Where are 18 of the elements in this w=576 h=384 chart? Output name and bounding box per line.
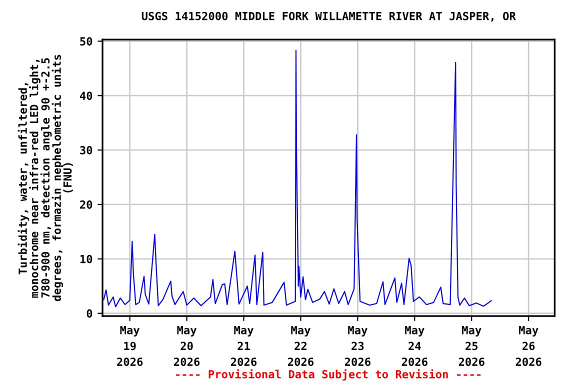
x-tick-label: May 19 2026 [117,326,143,366]
line-series [103,50,492,308]
y-tick-label: 30 [80,146,92,154]
x-tick-label: May 22 2026 [288,326,314,366]
y-tick-label: 0 [86,309,92,318]
x-tick-label: May 24 2026 [402,326,428,366]
x-tick-label: May 25 2026 [458,326,484,366]
y-tick-label: 20 [80,200,92,209]
y-tick-label: 50 [80,37,92,46]
y-tick-label: 10 [80,254,92,264]
chart-title: USGS 14152000 MIDDLE FORK WILLAMETTE RIVER AT JASPER, OR [142,12,516,22]
x-tick-label: May 20 2026 [174,326,200,366]
x-tick-label: May 26 2026 [516,326,542,366]
text: ---- Provisional Data Subject to Revision ---- [176,369,481,381]
y-axis-title: Turbidity, water, unfiltered, monochrome near infra-red LED light, 780-900 nm, detection angle 90 +-2.5 degrees, formazin nephelometric units (FNU) [18,54,74,302]
y-tick-label: 40 [80,92,92,100]
x-tick-label: May 21 2026 [231,326,257,366]
x-tick-label: May 23 2026 [344,326,370,366]
